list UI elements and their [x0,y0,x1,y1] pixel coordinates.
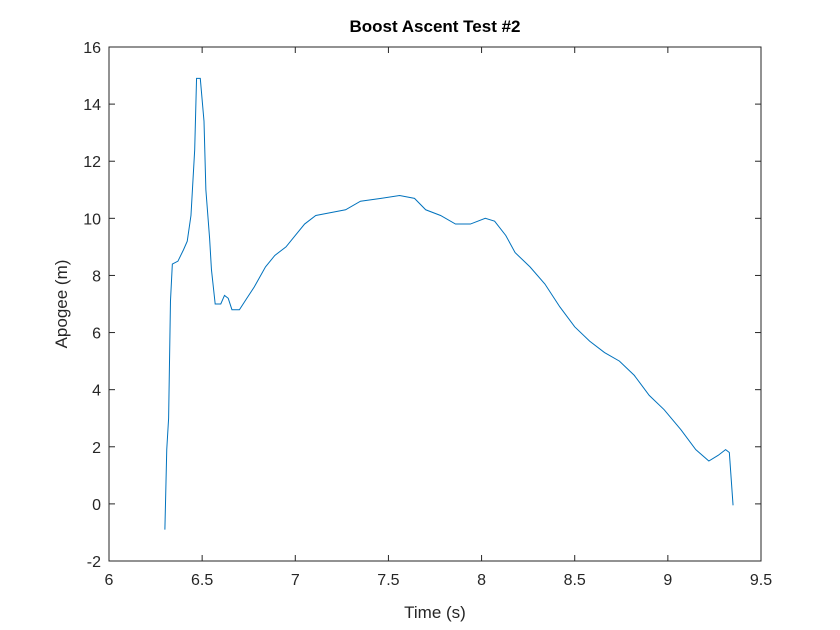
x-axis-label: Time (s) [404,603,466,622]
y-tick-label: 12 [83,154,101,171]
y-tick-label: 8 [92,268,101,285]
x-tick-label: 9 [663,572,672,589]
x-tick-label: 7.5 [377,572,399,589]
y-tick-label: 6 [92,326,101,343]
plot-area [108,46,762,562]
y-tick-label: 4 [92,383,101,400]
y-tick-label: -2 [87,554,101,571]
x-tick-label: 8.5 [564,572,586,589]
data-line [164,77,734,530]
x-tick-label: 6.5 [191,572,213,589]
x-tick-label: 6 [105,572,114,589]
y-tick-label: 0 [92,497,101,514]
chart-title: Boost Ascent Test #2 [350,17,521,36]
y-axis-label: Apogee (m) [52,260,71,349]
y-tick-label: 16 [83,40,101,57]
y-tick-label: 14 [83,97,101,114]
y-tick-label: 2 [92,440,101,457]
x-tick-label: 7 [291,572,300,589]
x-tick-label: 9.5 [750,572,772,589]
x-tick-label: 8 [477,572,486,589]
y-tick-label: 10 [83,211,101,228]
